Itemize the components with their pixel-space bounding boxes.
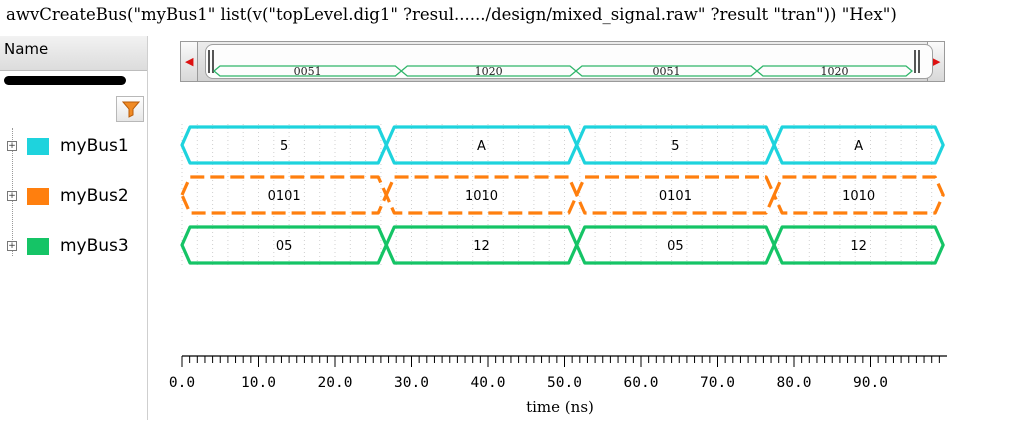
signal-row-mybus1[interactable]: + myBus1 bbox=[0, 133, 148, 163]
scroll-left-button[interactable]: ◀ bbox=[180, 41, 198, 82]
bus-segment bbox=[772, 125, 945, 165]
name-column-resize-bar[interactable] bbox=[4, 76, 126, 85]
overview-value-label: 0051 bbox=[294, 65, 322, 78]
waveform-mybus3: 05 12 05 12 bbox=[180, 225, 945, 265]
panel-divider[interactable] bbox=[147, 36, 148, 420]
bus-value-label: 12 bbox=[850, 239, 867, 254]
waveform-mybus1: 5 A 5 A bbox=[180, 125, 945, 165]
bus-value-label: 12 bbox=[473, 239, 490, 254]
overview-value-label: 1020 bbox=[820, 65, 848, 78]
bus-value-label: 5 bbox=[280, 139, 288, 154]
x-tick-label: 30.0 bbox=[394, 375, 429, 391]
bus-value-label: 1010 bbox=[842, 189, 875, 204]
x-tick-label: 40.0 bbox=[471, 375, 506, 391]
bus-value-label: A bbox=[854, 139, 863, 154]
signal-color-swatch bbox=[27, 188, 49, 205]
x-tick-label: 90.0 bbox=[853, 375, 888, 391]
bus-value-label: 05 bbox=[667, 239, 684, 254]
bus-value-label: A bbox=[477, 139, 486, 154]
signal-color-swatch bbox=[27, 138, 49, 155]
expand-icon[interactable]: + bbox=[7, 241, 17, 251]
signal-label[interactable]: myBus2 bbox=[60, 186, 129, 206]
waveform-mybus2: 0101 1010 0101 1010 bbox=[180, 175, 945, 215]
bus-segment bbox=[772, 225, 945, 265]
expand-icon[interactable]: + bbox=[7, 191, 17, 201]
signal-label[interactable]: myBus3 bbox=[60, 236, 129, 256]
expand-icon[interactable]: + bbox=[7, 141, 17, 151]
bus-segment bbox=[772, 175, 945, 215]
arrow-left-icon: ◀ bbox=[185, 55, 194, 68]
name-column-header[interactable]: Name bbox=[0, 36, 148, 71]
signal-row-mybus3[interactable]: + myBus3 bbox=[0, 233, 148, 263]
x-axis-title: time (ns) bbox=[526, 398, 594, 416]
bus-value-label: 05 bbox=[276, 239, 293, 254]
signal-label[interactable]: myBus1 bbox=[60, 136, 129, 156]
x-tick-label: 60.0 bbox=[624, 375, 659, 391]
x-tick-label: 50.0 bbox=[547, 375, 582, 391]
x-tick-label: 80.0 bbox=[777, 375, 812, 391]
signal-color-swatch bbox=[27, 238, 49, 255]
overview-segment bbox=[755, 65, 914, 77]
overview-scroll-thumb[interactable] bbox=[205, 44, 933, 79]
filter-button[interactable] bbox=[116, 96, 144, 122]
signal-row-mybus2[interactable]: + myBus2 bbox=[0, 183, 148, 213]
bus-value-label: 1010 bbox=[465, 189, 498, 204]
overview-value-label: 1020 bbox=[475, 65, 503, 78]
x-tick-label: 20.0 bbox=[318, 375, 353, 391]
thumb-right-grip[interactable] bbox=[914, 50, 920, 73]
funnel-icon bbox=[122, 101, 140, 118]
thumb-left-grip[interactable] bbox=[208, 50, 214, 73]
bus-value-label: 5 bbox=[671, 139, 679, 154]
bus-value-label: 0101 bbox=[659, 189, 692, 204]
x-tick-label: 70.0 bbox=[700, 375, 735, 391]
arrow-right-icon: ▶ bbox=[932, 55, 941, 68]
x-tick-label: 10.0 bbox=[241, 375, 276, 391]
overview-value-label: 0051 bbox=[652, 65, 680, 78]
bus-value-label: 0101 bbox=[268, 189, 301, 204]
x-tick-label: 0.0 bbox=[169, 375, 195, 391]
name-header-label: Name bbox=[4, 40, 49, 58]
command-line: awvCreateBus("myBus1" list(v("topLevel.d… bbox=[6, 5, 897, 24]
